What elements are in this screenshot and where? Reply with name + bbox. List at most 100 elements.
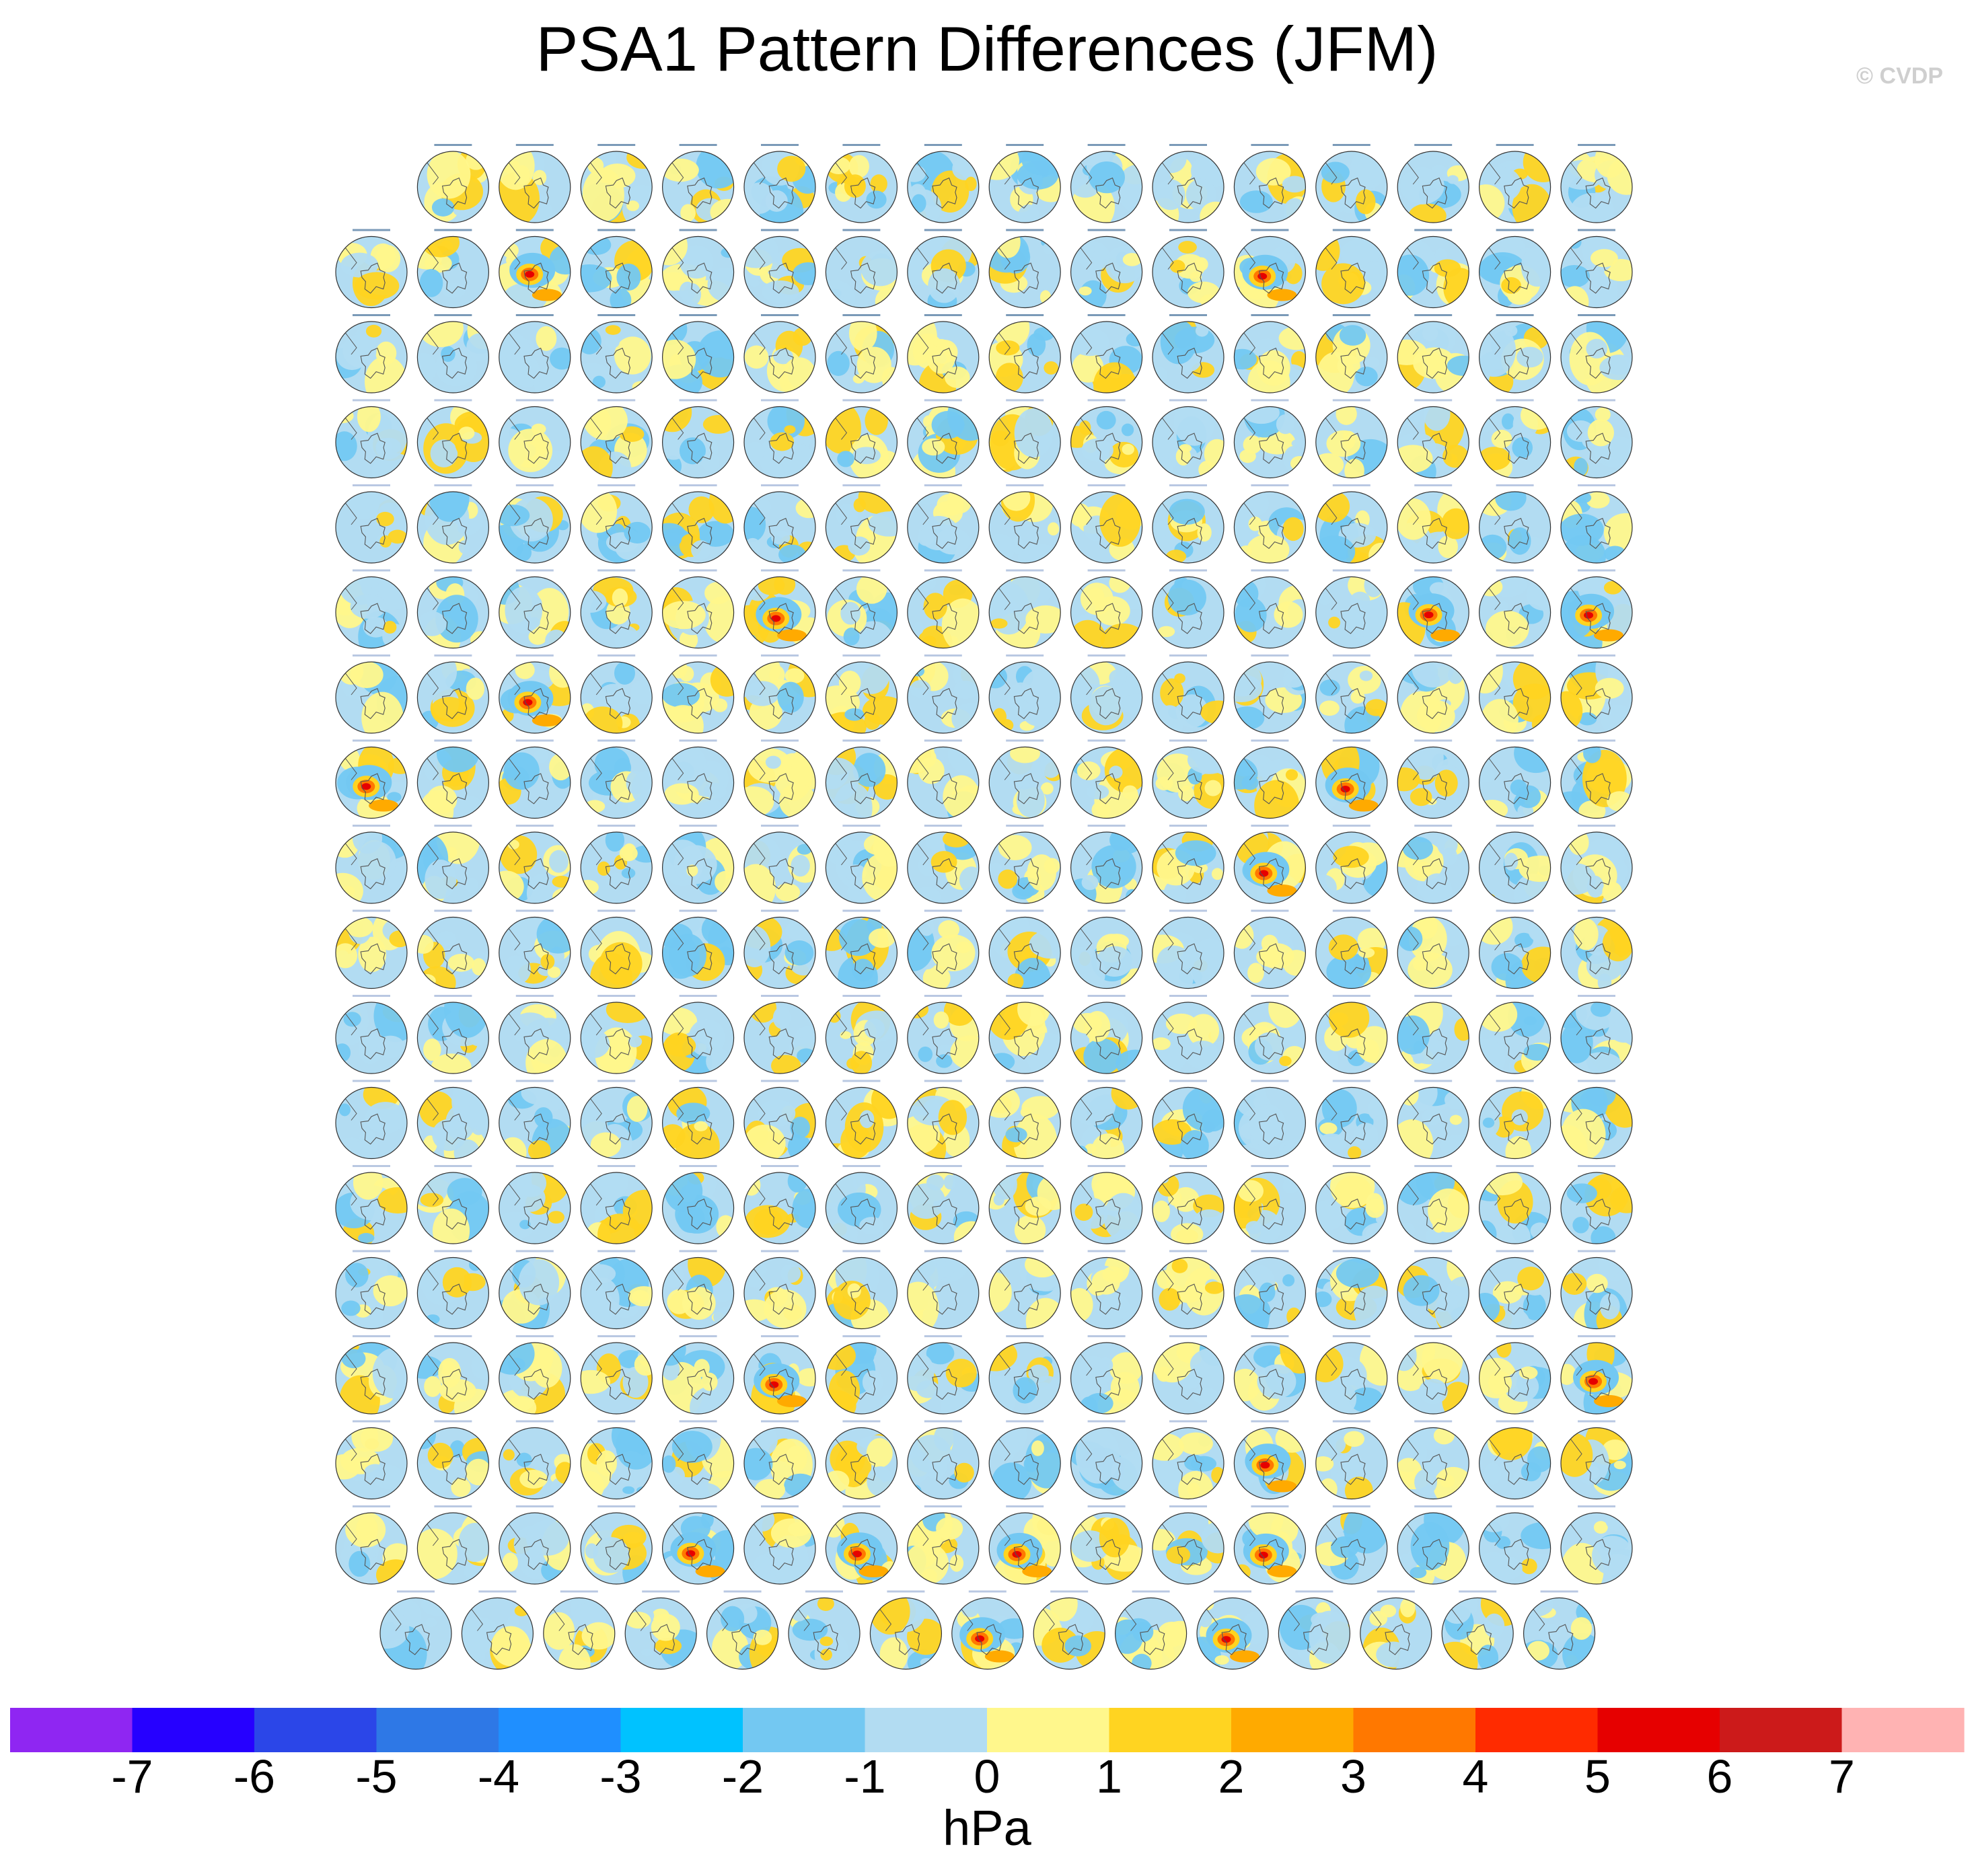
panel-caption [924,1165,962,1167]
panel-caption [1251,144,1289,146]
panel-map [988,1335,1061,1415]
panel-caption [353,1335,390,1337]
panel-map [416,825,490,904]
panel-caption [761,739,799,742]
panel-map [661,909,735,989]
colorbar-box [132,1708,255,1752]
panel-caption [434,1165,472,1167]
panel-map [661,569,735,649]
colorbar-tick-label: -7 [111,1750,153,1802]
colorbar-tick-label: 1 [1096,1750,1122,1802]
panel-map [1233,399,1307,479]
panel-caption [597,1505,636,1507]
panel-map [1397,995,1469,1074]
panel-caption [1251,909,1289,912]
panel-map [1315,825,1388,904]
panel-map [1560,995,1633,1074]
panel-map [988,1250,1061,1330]
panel-map [1397,569,1469,649]
panel-map [1070,569,1143,649]
panel-map [1315,1335,1388,1415]
panel-map [1152,399,1224,479]
panel-map [1397,144,1469,223]
panel-map [825,1250,898,1330]
panel-map [499,1250,571,1330]
panel-caption [353,229,390,231]
panel-caption [1414,1165,1453,1167]
panel-map [825,1505,898,1585]
panel-map [1070,1250,1143,1330]
panel-caption [924,909,962,912]
panel-caption [1251,739,1289,742]
panel-map [907,144,980,223]
panel-map [499,1165,571,1244]
panel-caption [1251,1250,1289,1252]
panel-caption [1578,1505,1615,1507]
panel-map [416,484,490,564]
panel-caption [1332,1250,1370,1252]
panel-map [1233,569,1307,649]
panel-caption [842,1250,881,1252]
panel-map [499,1420,571,1500]
panel-caption [1332,995,1370,997]
panel-map [580,1335,653,1415]
panel-caption [1006,1080,1044,1082]
panel-map [499,144,571,223]
panel-map [1152,569,1224,649]
panel-caption [1414,1250,1453,1252]
panel-caption [968,1590,1007,1593]
panel-caption [1496,1505,1534,1507]
panel-map [743,1250,816,1330]
panel-map [416,1165,490,1244]
panel-caption [1332,314,1370,316]
panel-map [1315,995,1388,1074]
panel-map [907,314,980,393]
colorbar-tick-label: -5 [355,1750,397,1802]
colorbar-box [743,1708,866,1752]
colorbar-box [1720,1708,1843,1752]
panel-caption [597,229,636,231]
panel-caption [353,654,390,656]
panel-map [1479,739,1551,819]
panel-map [907,399,980,479]
panel-grid [335,144,1633,1670]
panel-map [1560,739,1633,819]
panel-map [335,484,408,564]
panel-map [1560,1335,1633,1415]
panel-caption [1332,399,1370,402]
panel-caption [924,314,962,316]
panel-caption [679,825,717,827]
panel-caption [842,569,881,572]
panel-map [1196,1590,1269,1670]
panel-caption [1087,1420,1126,1423]
panel-caption [597,144,636,146]
panel-caption [353,1250,390,1252]
panel-map [743,654,816,734]
panel-map [907,909,980,989]
panel-map [988,569,1061,649]
panel-map [1315,1505,1388,1585]
panel-caption [515,1420,554,1423]
panel-caption [515,399,554,402]
panel-caption [515,1335,554,1337]
panel-caption [597,1420,636,1423]
panel-caption [1006,995,1044,997]
colorbar-tick-label: -2 [722,1750,764,1802]
panel-map [335,1335,408,1415]
panel-map [825,144,898,223]
panel-caption [924,1505,962,1507]
panel-map [869,1590,943,1670]
colorbar-box [1109,1708,1232,1752]
panel-caption [679,1250,717,1252]
panel-caption [597,825,636,827]
panel-caption [679,399,717,402]
panel-caption [1087,739,1126,742]
panel-caption [761,144,799,146]
panel-map [335,825,408,904]
panel-caption [1578,1165,1615,1167]
panel-caption [761,1505,799,1507]
panel-map [416,569,490,649]
panel-map [580,569,653,649]
colorbar-tick-label: -3 [599,1750,641,1802]
panel-map [825,314,898,393]
